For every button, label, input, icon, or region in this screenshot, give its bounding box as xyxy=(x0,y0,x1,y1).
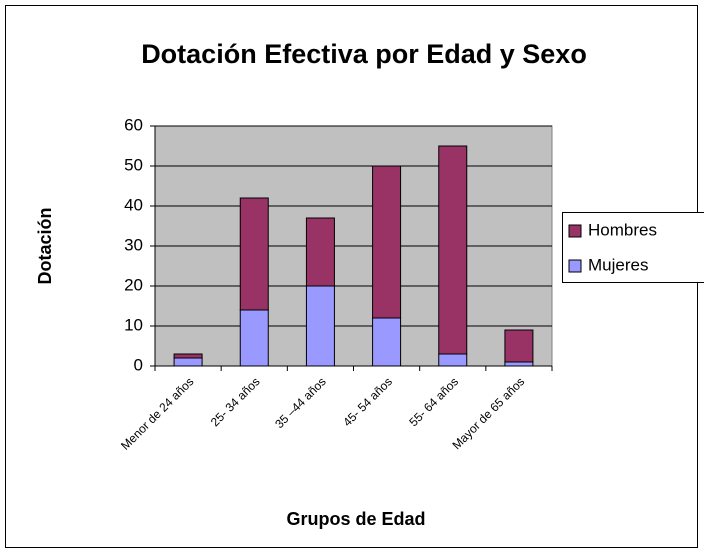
bar-segment xyxy=(174,354,202,358)
y-tick-label: 40 xyxy=(124,195,143,214)
bar-segment xyxy=(240,310,268,366)
bar-segment xyxy=(439,146,467,354)
bar-segment xyxy=(373,318,401,366)
bar-segment xyxy=(240,198,268,310)
bar-segment xyxy=(505,362,533,366)
y-tick-label: 10 xyxy=(124,315,143,334)
legend-swatch xyxy=(569,225,581,237)
legend-swatch xyxy=(569,260,581,272)
bar-segment xyxy=(306,218,334,286)
bar-segment xyxy=(439,354,467,366)
bar-segment xyxy=(306,286,334,366)
bar-segment xyxy=(373,166,401,318)
legend-label: Mujeres xyxy=(588,255,648,274)
bar-segment xyxy=(174,358,202,366)
y-tick-label: 60 xyxy=(124,115,143,134)
chart-title: Dotación Efectiva por Edad y Sexo xyxy=(141,39,587,69)
y-tick-label: 30 xyxy=(124,235,143,254)
bar-segment xyxy=(505,330,533,362)
y-axis-label: Dotación xyxy=(35,207,55,284)
y-tick-label: 0 xyxy=(134,355,143,374)
y-tick-label: 20 xyxy=(124,275,143,294)
x-axis-label: Grupos de Edad xyxy=(286,509,425,529)
y-tick-label: 50 xyxy=(124,155,143,174)
legend-label: Hombres xyxy=(588,220,657,239)
